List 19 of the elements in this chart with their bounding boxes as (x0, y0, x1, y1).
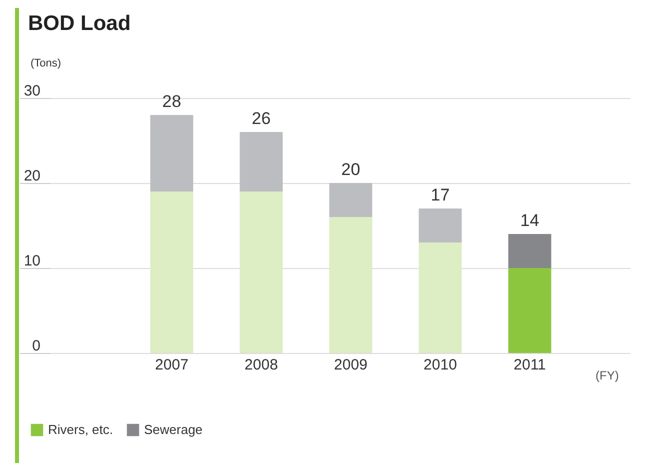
y-tick-label: 30 (24, 82, 40, 100)
y-tick-label: 10 (24, 252, 40, 270)
chart-title: BOD Load (28, 12, 131, 36)
total-label: 26 (252, 109, 271, 128)
x-tick-label: 2007 (155, 356, 188, 374)
x-axis-title: (FY) (596, 368, 619, 382)
total-label: 20 (341, 160, 360, 179)
y-tick-label: 20 (24, 168, 40, 184)
legend-label: Rivers, etc. (48, 422, 114, 437)
y-axis-title: (Tons) (30, 58, 62, 70)
x-tick-label: 2009 (334, 356, 368, 374)
x-tick-label: 2011 (514, 356, 546, 374)
total-label: 14 (520, 211, 540, 230)
x-tick-label: 2008 (244, 356, 278, 374)
x-tick-label: 2010 (424, 356, 457, 374)
legend-label: Sewerage (144, 422, 203, 437)
total-label: 17 (430, 186, 450, 204)
total-label: 28 (162, 92, 182, 111)
y-tick-label: 0 (32, 338, 40, 354)
